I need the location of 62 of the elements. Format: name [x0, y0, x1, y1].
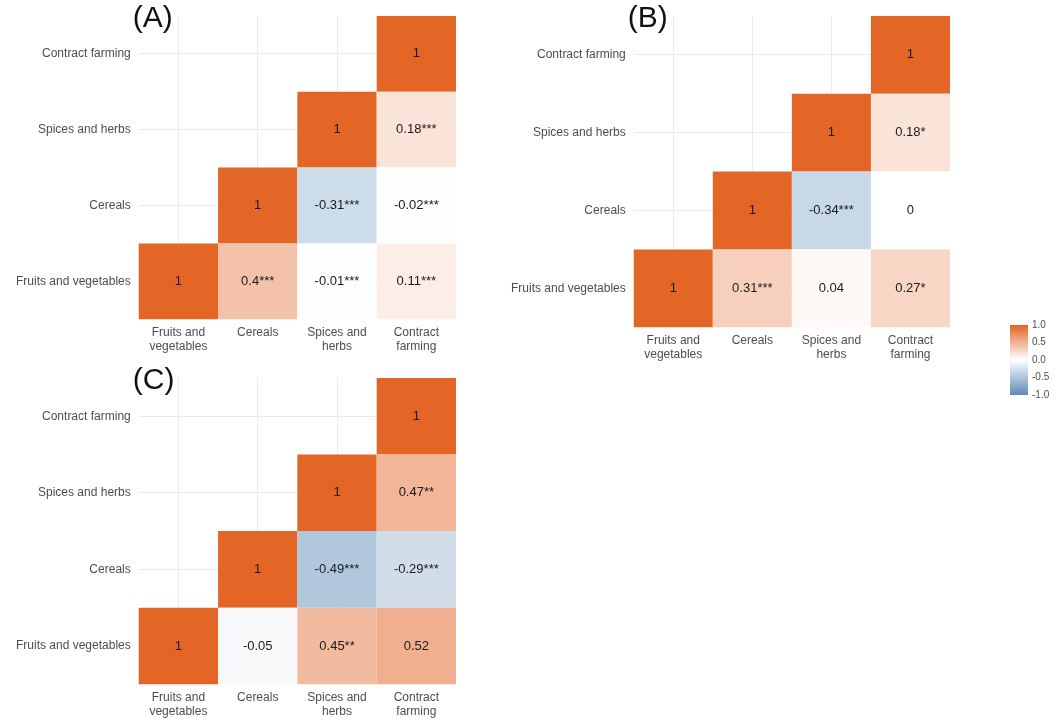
color-bar-label: 1.0: [1032, 318, 1047, 330]
y-tick-label: Contract farming: [42, 46, 131, 61]
data-label: 1: [906, 46, 915, 62]
color-bar-label: 0.5: [1032, 336, 1047, 348]
y-tick-label: Cereals: [89, 561, 131, 576]
y-tick-label: Spices and herbs: [38, 485, 131, 500]
data-label: -0.34***: [808, 202, 854, 218]
data-label: 0.47**: [398, 484, 435, 500]
data-label: 0.18***: [396, 121, 437, 137]
data-label: 1: [748, 202, 756, 218]
y-tick-label: Spices and herbs: [38, 122, 131, 137]
data-label: 1: [827, 124, 836, 140]
x-tick-label: Spices and herbs: [307, 689, 367, 719]
data-label: -0.31***: [314, 197, 360, 213]
x-tick-label: Contract farming: [393, 324, 440, 354]
color-bar-label: 0.0: [1032, 353, 1047, 365]
y-tick-label: Fruits and vegetables: [16, 638, 131, 653]
data-label: 1: [254, 197, 262, 213]
y-tick-label: Fruits and vegetables: [511, 280, 626, 295]
y-tick-label: Contract farming: [537, 47, 626, 62]
x-tick-label: Contract farming: [887, 332, 934, 362]
data-label: 0.18*: [895, 124, 926, 140]
x-tick-label: Cereals: [731, 332, 774, 347]
data-label: 1: [174, 272, 183, 288]
data-label: 0.52: [403, 637, 429, 653]
y-tick-label: Cereals: [584, 202, 626, 217]
data-label: -0.49***: [314, 560, 360, 576]
x-tick-label: Cereals: [237, 324, 279, 339]
x-tick-label: Spices and herbs: [307, 324, 367, 354]
y-tick-label: Fruits and vegetables: [16, 273, 131, 288]
data-label: -0.29***: [393, 560, 439, 576]
data-label: 0.11***: [396, 272, 437, 288]
x-tick-label: Spices and herbs: [801, 332, 862, 362]
y-tick-label: Contract farming: [42, 408, 131, 423]
data-label: 1: [412, 407, 420, 423]
data-label: 1: [333, 121, 341, 137]
data-label: 1: [254, 560, 262, 576]
y-tick-label: Cereals: [89, 197, 131, 212]
data-label: 0.27*: [895, 279, 926, 295]
x-tick-label: Fruits and vegetables: [644, 332, 703, 362]
data-label: 1: [412, 45, 420, 61]
data-label: -0.05: [242, 637, 273, 653]
data-label: 0.4***: [241, 272, 275, 288]
data-label: 1: [669, 279, 677, 295]
x-tick-label: Cereals: [237, 689, 279, 704]
chart-title: (A): [132, 0, 173, 34]
chart-title: (B): [627, 0, 668, 34]
data-label: -0.02***: [393, 197, 439, 213]
data-label: 0.45**: [319, 637, 355, 653]
color-bar-label: -1.0: [1032, 388, 1050, 400]
color-bar-label: -0.5: [1032, 371, 1050, 383]
data-label: 1: [174, 637, 183, 653]
y-tick-label: Spices and herbs: [533, 125, 626, 140]
data-label: 0: [906, 202, 915, 218]
chart-title: (C): [132, 362, 175, 396]
data-label: -0.01***: [314, 272, 360, 288]
x-tick-label: Fruits and vegetables: [149, 689, 208, 719]
data-label: 0.04: [818, 279, 845, 295]
x-tick-label: Fruits and vegetables: [149, 324, 208, 354]
x-tick-label: Contract farming: [393, 689, 440, 719]
data-label: 1: [333, 484, 341, 500]
data-label: 0.31***: [732, 279, 773, 295]
